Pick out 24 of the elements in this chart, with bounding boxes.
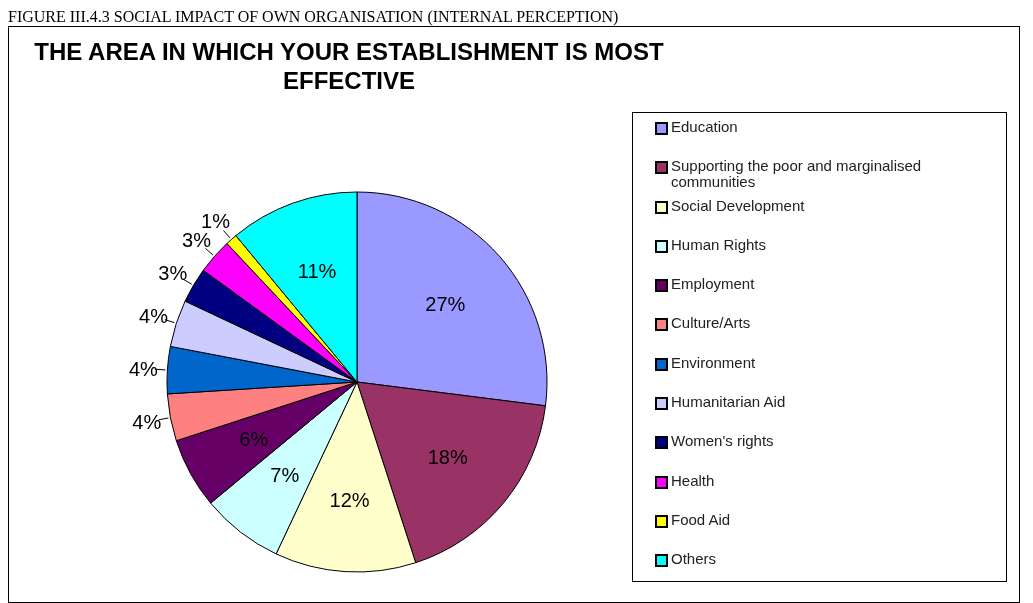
legend-label: Health — [671, 471, 715, 489]
text: FIGURE III.4.3 SOCIAL IMPACT OF OWN ORGANISATION (INTERNAL PERCEPTION) — [8, 8, 620, 26]
legend-label: Human Rights — [671, 235, 767, 253]
legend-label: Others — [671, 550, 717, 568]
legend-label: Environment — [671, 353, 756, 371]
data-label: 7% — [270, 464, 300, 487]
data-label: 4% — [128, 357, 159, 380]
legend-label: Humanitarian Aid — [671, 393, 786, 411]
legend-label: Food Aid — [671, 510, 731, 528]
legend-label: Social Development — [671, 196, 805, 214]
data-label: 4% — [132, 411, 162, 434]
data-label: 11% — [297, 260, 337, 283]
legend-label: Education — [671, 118, 738, 135]
data-label: 6% — [239, 427, 269, 450]
legend-label: Supporting the poor and marginalised communities — [671, 157, 923, 191]
chart-title: THE AREA IN WHICH YOUR ESTABLISHMENT IS MOST EFFECTIVE — [33, 37, 665, 95]
legend-label: Culture/Arts — [671, 314, 751, 332]
data-label: 27% — [425, 293, 466, 316]
data-label: 4% — [139, 304, 169, 327]
legend-label: Employment — [671, 275, 755, 293]
data-label: 18% — [427, 446, 468, 469]
legend-label: Women's rights — [671, 432, 774, 450]
data-label: 3% — [158, 262, 188, 285]
data-label: 12% — [329, 488, 370, 511]
